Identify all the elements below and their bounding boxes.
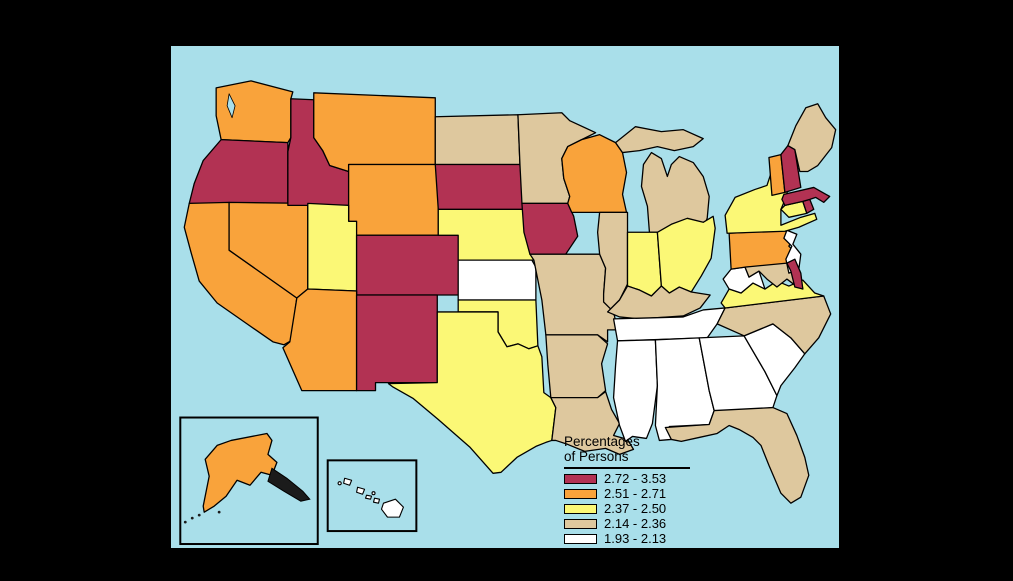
- state-hawaii: [337, 477, 404, 518]
- state-alaska: [202, 432, 278, 513]
- state-ohio: [656, 215, 716, 294]
- state-colorado: [355, 234, 461, 296]
- legend-title-line2: of Persons: [564, 449, 629, 464]
- puget-sound-inlet: [226, 93, 236, 119]
- state-wyoming: [347, 163, 439, 236]
- legend-title: Percentages of Persons: [564, 434, 690, 464]
- map-legend: Percentages of Persons 2.72 - 3.53 2.51 …: [564, 434, 690, 546]
- state-oregon: [188, 138, 289, 207]
- legend-label: 2.37 - 2.50: [604, 501, 667, 516]
- state-north-carolina: [716, 295, 832, 355]
- alaska-panhandle: [267, 467, 311, 502]
- legend-item: 2.37 - 2.50: [564, 501, 690, 516]
- state-washington: [215, 80, 294, 144]
- hawaii-inset-border: [326, 459, 418, 533]
- legend-label: 2.72 - 3.53: [604, 471, 667, 486]
- legend-item: 1.93 - 2.13: [564, 531, 690, 546]
- state-iowa: [521, 202, 579, 255]
- legend-swatch: [564, 473, 597, 484]
- state-delaware: [786, 258, 804, 290]
- legend-title-line1: Percentages: [564, 434, 640, 449]
- state-michigan-upper-peninsula: [614, 126, 704, 154]
- state-florida: [664, 406, 810, 504]
- legend-swatch: [564, 503, 597, 514]
- us-choropleth-map: [179, 80, 837, 546]
- state-massachusetts: [781, 186, 831, 207]
- state-arkansas: [545, 334, 609, 399]
- legend-swatch: [564, 488, 597, 499]
- state-wisconsin: [561, 133, 628, 213]
- state-new-mexico: [355, 294, 438, 392]
- state-indiana: [626, 231, 663, 297]
- state-kansas: [457, 259, 537, 301]
- legend-swatch: [564, 533, 597, 544]
- state-north-dakota: [434, 114, 521, 166]
- hawaii-inset: [326, 459, 418, 533]
- state-maine: [787, 103, 837, 173]
- map-panel: Percentages of Persons 2.72 - 3.53 2.51 …: [170, 45, 840, 549]
- state-texas: [387, 311, 557, 474]
- state-utah: [307, 202, 358, 292]
- state-michigan: [640, 151, 710, 233]
- legend-item: 2.14 - 2.36: [564, 516, 690, 531]
- alaska-inset: [179, 416, 319, 546]
- legend-item: 2.51 - 2.71: [564, 486, 690, 501]
- state-south-dakota: [434, 163, 525, 210]
- state-montana: [313, 92, 436, 173]
- legend-swatch: [564, 518, 597, 529]
- state-new-hampshire: [780, 144, 802, 194]
- state-mississippi: [612, 339, 659, 443]
- legend-label: 2.51 - 2.71: [604, 486, 667, 501]
- legend-item: 2.72 - 3.53: [564, 471, 690, 486]
- legend-divider: [564, 467, 690, 469]
- legend-label: 1.93 - 2.13: [604, 531, 667, 546]
- legend-label: 2.14 - 2.36: [604, 516, 667, 531]
- state-louisiana: [550, 390, 635, 456]
- aleutian-islands: [183, 510, 221, 524]
